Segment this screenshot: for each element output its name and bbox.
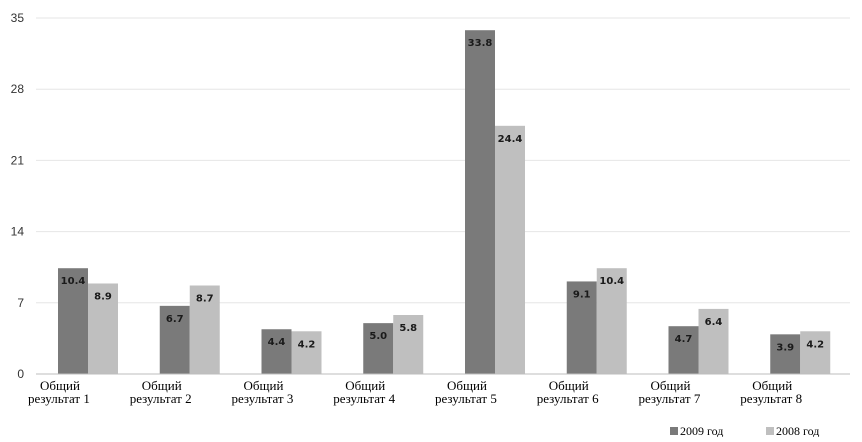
bar-value-label: 3.9 [776, 342, 794, 353]
bar-value-label: 8.9 [94, 291, 112, 302]
bar-value-label: 4.7 [675, 334, 693, 345]
value-labels: 10.4 8.9 6.7 8.7 4.4 4.2 5.0 5.8 33.8 24.4 9.1 10.4… [61, 38, 824, 353]
category-label-line2: результат 4 [333, 391, 395, 406]
legend-label: 2009 год [680, 424, 723, 437]
bar-series-2009 [668, 326, 699, 374]
bar-value-label: 5.0 [369, 331, 387, 342]
category-label-line1: Общий [752, 378, 792, 393]
bar-series-2008 [698, 308, 729, 374]
category-label-line2: результат 6 [537, 391, 599, 406]
category-label-line1: Общий [345, 378, 385, 393]
category-label-line2: результат 2 [130, 391, 192, 406]
bar-series-2009 [566, 281, 597, 374]
category-label-line2: результат 3 [232, 391, 294, 406]
legend: 2009 год 2008 год [670, 424, 819, 438]
bar-value-label: 4.2 [298, 339, 316, 350]
y-axis-ticks: 0 7 14 21 28 35 [11, 11, 25, 381]
category-label-line1: Общий [651, 378, 691, 393]
category-label-line1: Общий [447, 378, 487, 393]
legend-swatch [670, 427, 678, 435]
bar-series-2008 [495, 125, 525, 375]
bar-value-label: 6.7 [166, 314, 184, 325]
bar-value-label: 8.7 [196, 294, 214, 305]
bar-value-label: 10.4 [61, 276, 86, 287]
bar-series-2009 [465, 30, 495, 374]
bar-series-2009 [363, 323, 394, 374]
category-label-line1: Общий [142, 378, 182, 393]
bar-value-label: 4.2 [806, 339, 824, 350]
y-tick-label: 28 [11, 82, 25, 96]
category-label-line1: Общий [549, 378, 589, 393]
category-label-line1: Общий [244, 378, 284, 393]
bar-series-2009 [58, 268, 88, 374]
category-label-line2: результат 7 [639, 391, 701, 406]
bar-series-2008 [596, 268, 627, 374]
bar-series-2008 [393, 315, 424, 374]
bar-series-2008 [88, 283, 118, 374]
bar-series-2009 [261, 329, 292, 374]
y-tick-label: 35 [11, 11, 25, 25]
bar-series-2008 [800, 331, 831, 374]
bar-series-2008 [189, 285, 220, 374]
bar-value-label: 33.8 [468, 38, 493, 49]
legend-label: 2008 год [776, 424, 819, 437]
category-label-line1: Общий [40, 378, 80, 393]
bar-value-label: 10.4 [599, 276, 624, 287]
bars [58, 30, 831, 375]
category-label-line2: результат 1 [28, 391, 90, 406]
y-tick-label: 7 [17, 296, 24, 310]
y-tick-label: 0 [17, 367, 24, 381]
bar-series-2009 [159, 305, 190, 374]
bar-value-label: 4.4 [268, 337, 286, 348]
category-label-line2: результат 5 [435, 391, 497, 406]
bar-value-label: 24.4 [498, 134, 523, 145]
bar-value-label: 9.1 [573, 289, 591, 300]
y-tick-label: 14 [11, 225, 25, 239]
bar-value-label: 5.8 [399, 323, 417, 334]
bar-value-label: 6.4 [705, 317, 723, 328]
category-label-line2: результат 8 [740, 391, 802, 406]
bar-series-2008 [291, 331, 322, 374]
bar-series-2009 [770, 334, 801, 374]
y-tick-label: 21 [11, 153, 25, 167]
legend-swatch [766, 427, 774, 435]
gridlines [36, 17, 850, 304]
